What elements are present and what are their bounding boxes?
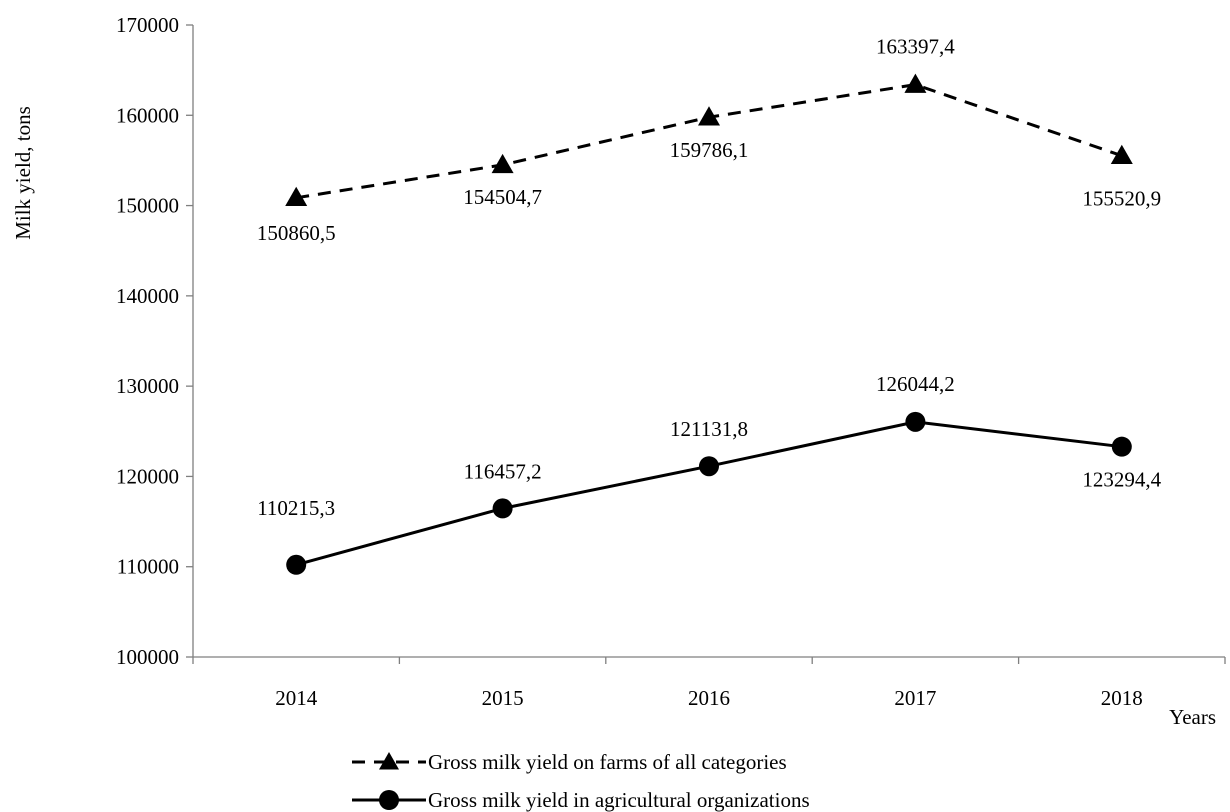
data-label: 123294,4 (1082, 468, 1161, 492)
x-tick-label: 2018 (1101, 686, 1143, 710)
triangle-marker (698, 106, 720, 126)
data-label: 163397,4 (876, 35, 955, 59)
circle-marker (492, 498, 513, 519)
data-label: 110215,3 (257, 496, 335, 520)
circle-marker (286, 554, 307, 575)
y-tick-label: 160000 (116, 103, 179, 127)
x-tick-label: 2014 (275, 686, 318, 710)
data-label: 155520,9 (1082, 187, 1161, 211)
axes: 100000 110000 120000 130000 140000 150000 1600… (116, 13, 1226, 710)
data-label: 121131,8 (670, 417, 748, 441)
circle-marker (905, 411, 926, 432)
data-label: 116457,2 (464, 459, 542, 483)
x-tick-label: 2015 (482, 686, 524, 710)
legend: Gross milk yield on farms of all categor… (352, 750, 810, 812)
y-tick-label: 120000 (116, 464, 179, 488)
data-label: 126044,2 (876, 372, 955, 396)
series-layer (285, 73, 1133, 575)
series-agricultural-organizations (286, 411, 1132, 575)
y-tick-label: 170000 (116, 13, 179, 37)
data-label: 159786,1 (670, 138, 749, 162)
triangle-marker (491, 153, 514, 174)
triangle-marker (285, 186, 308, 207)
triangle-marker (1110, 144, 1133, 164)
series-line (295, 420, 1122, 567)
data-label: 154504,7 (463, 185, 542, 209)
legend-circle-marker (379, 790, 399, 810)
y-tick-label: 110000 (117, 555, 179, 579)
legend-item: Gross milk yield on farms of all categor… (352, 750, 787, 774)
legend-triangle-marker (379, 752, 399, 770)
x-tick-label: 2016 (688, 686, 730, 710)
triangle-marker (904, 73, 927, 93)
x-tick-label: 2017 (894, 686, 936, 710)
data-label: 150860,5 (257, 221, 336, 245)
legend-label: Gross milk yield in agricultural organiz… (428, 788, 810, 812)
legend-item: Gross milk yield in agricultural organiz… (352, 788, 810, 812)
y-tick-label: 150000 (116, 194, 179, 218)
circle-marker (1111, 436, 1132, 457)
y-tick-label: 140000 (116, 284, 179, 308)
y-tick-label: 100000 (116, 645, 179, 669)
circle-marker (699, 456, 719, 477)
data-labels: 150860,5 154504,7 159786,1 163397,4 155520,9… (257, 35, 1162, 520)
y-tick-label: 130000 (116, 374, 179, 398)
legend-label: Gross milk yield on farms of all categor… (428, 750, 787, 774)
x-axis-title: Years (1169, 705, 1216, 729)
y-axis-title: Milk yield, tons (11, 106, 35, 240)
series-all-categories (285, 73, 1133, 207)
